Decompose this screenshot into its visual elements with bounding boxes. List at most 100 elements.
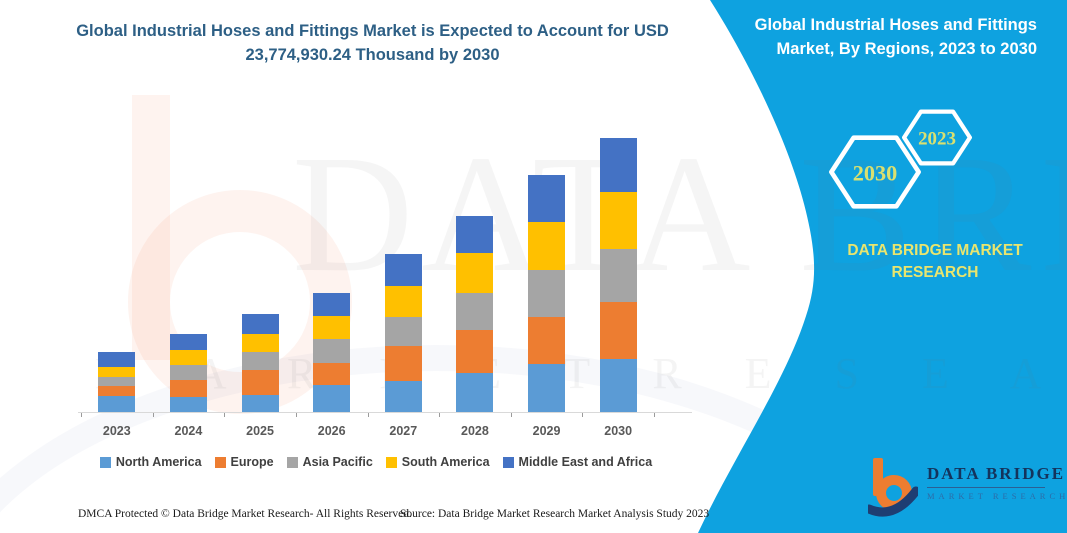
segment-north-america [98,396,136,412]
plot-area [81,134,654,412]
company-logo: DATA BRIDGE MARKET RESEARCH [868,456,1067,518]
axis-tick [152,413,154,417]
stacked-bar-2030 [599,138,637,412]
legend-label: Asia Pacific [302,455,373,469]
segment-asia-pacific [241,352,279,370]
legend-item-asia-pacific: Asia Pacific [286,455,373,469]
segment-middle-east-and-africa [169,334,207,350]
legend-label: North America [115,455,202,469]
segment-asia-pacific [384,317,422,346]
legend-label: Europe [230,455,274,469]
x-label-2026: 2026 [317,424,346,438]
x-label-2024: 2024 [174,424,203,438]
segment-north-america [241,395,279,412]
segment-south-america [384,286,422,317]
stacked-bar-2023 [98,352,136,412]
segment-south-america [313,316,351,339]
segment-europe [456,330,494,373]
bar-column-2023 [81,134,153,412]
axis-tick [582,413,584,417]
x-label-2028: 2028 [461,424,489,438]
x-label-2027: 2027 [389,424,418,438]
bar-column-2024 [153,134,225,412]
x-label-2029: 2029 [532,424,561,438]
stacked-bar-2025 [241,314,279,412]
segment-europe [241,370,279,395]
hexagon-2030: 2030 [829,135,921,209]
segment-south-america [599,192,637,249]
segment-middle-east-and-africa [599,138,637,192]
segment-south-america [528,222,566,270]
segment-europe [599,302,637,359]
x-label-2025: 2025 [246,424,274,438]
chart-title: Global Industrial Hoses and Fittings Mar… [76,22,669,64]
segment-asia-pacific [599,249,637,302]
legend-swatch-icon [385,456,397,468]
blue-panel-shape [698,0,1067,533]
segment-europe [169,380,207,397]
brand-name: DATA BRIDGE MARKET RESEARCH [847,242,1023,282]
segment-middle-east-and-africa [528,175,566,222]
hexagon-2030-label: 2030 [853,160,898,185]
bar-column-2029 [511,134,583,412]
stacked-bar-2028 [456,216,494,412]
segment-south-america [456,253,494,293]
segment-north-america [313,385,351,412]
legend-label: South America [401,455,490,469]
segment-middle-east-and-africa [384,254,422,286]
axis-tick [510,413,512,417]
logo-text-block: DATA BRIDGE MARKET RESEARCH [927,464,1067,501]
legend-item-middle-east-and-africa: Middle East and Africa [502,455,652,469]
legend-swatch-icon [502,456,514,468]
x-axis-line [78,412,692,413]
segment-south-america [98,367,136,377]
logo-name: DATA BRIDGE [927,464,1066,483]
bar-column-2030 [582,134,654,412]
stacked-bar-2024 [169,334,207,412]
legend-item-south-america: South America [385,455,490,469]
segment-asia-pacific [313,339,351,363]
logo-subtitle: MARKET RESEARCH [927,491,1067,501]
hexagon-2023-label: 2023 [918,129,956,150]
segment-middle-east-and-africa [98,352,136,367]
bar-column-2027 [368,134,440,412]
x-label-2030: 2030 [604,424,633,438]
data-bridge-b-icon [868,458,918,517]
segment-europe [313,363,351,385]
dmca-notice: DMCA Protected © Data Bridge Market Rese… [78,508,412,520]
panel-heading: Global Industrial Hoses and Fittings Mar… [754,16,1037,58]
segment-north-america [169,397,207,412]
legend-swatch-icon [214,456,226,468]
segment-asia-pacific [528,270,566,317]
x-axis-ticks [81,413,655,417]
segment-north-america [384,381,422,412]
bar-column-2028 [439,134,511,412]
segment-north-america [456,373,494,412]
stacked-bar-2026 [313,293,351,412]
segment-north-america [599,359,637,412]
segment-europe [384,346,422,381]
axis-tick [295,413,297,417]
axis-tick [367,413,369,417]
legend-item-europe: Europe [214,455,274,469]
segment-asia-pacific [169,365,207,380]
axis-tick [81,413,82,417]
legend-swatch-icon [99,456,111,468]
hexagon-2023: 2023 [902,109,972,166]
segment-north-america [528,364,566,412]
axis-tick [654,413,655,417]
segment-middle-east-and-africa [456,216,494,253]
segment-asia-pacific [98,377,136,386]
bar-column-2025 [224,134,296,412]
segment-asia-pacific [456,293,494,330]
legend-item-north-america: North America [99,455,202,469]
x-axis-labels: 2023 2024 2025 2026 2027 2028 2029 2030 [81,424,654,438]
segment-south-america [169,350,207,365]
segment-europe [528,317,566,364]
segment-south-america [241,334,279,352]
axis-tick [439,413,441,417]
segment-middle-east-and-africa [241,314,279,334]
segment-middle-east-and-africa [313,293,351,316]
